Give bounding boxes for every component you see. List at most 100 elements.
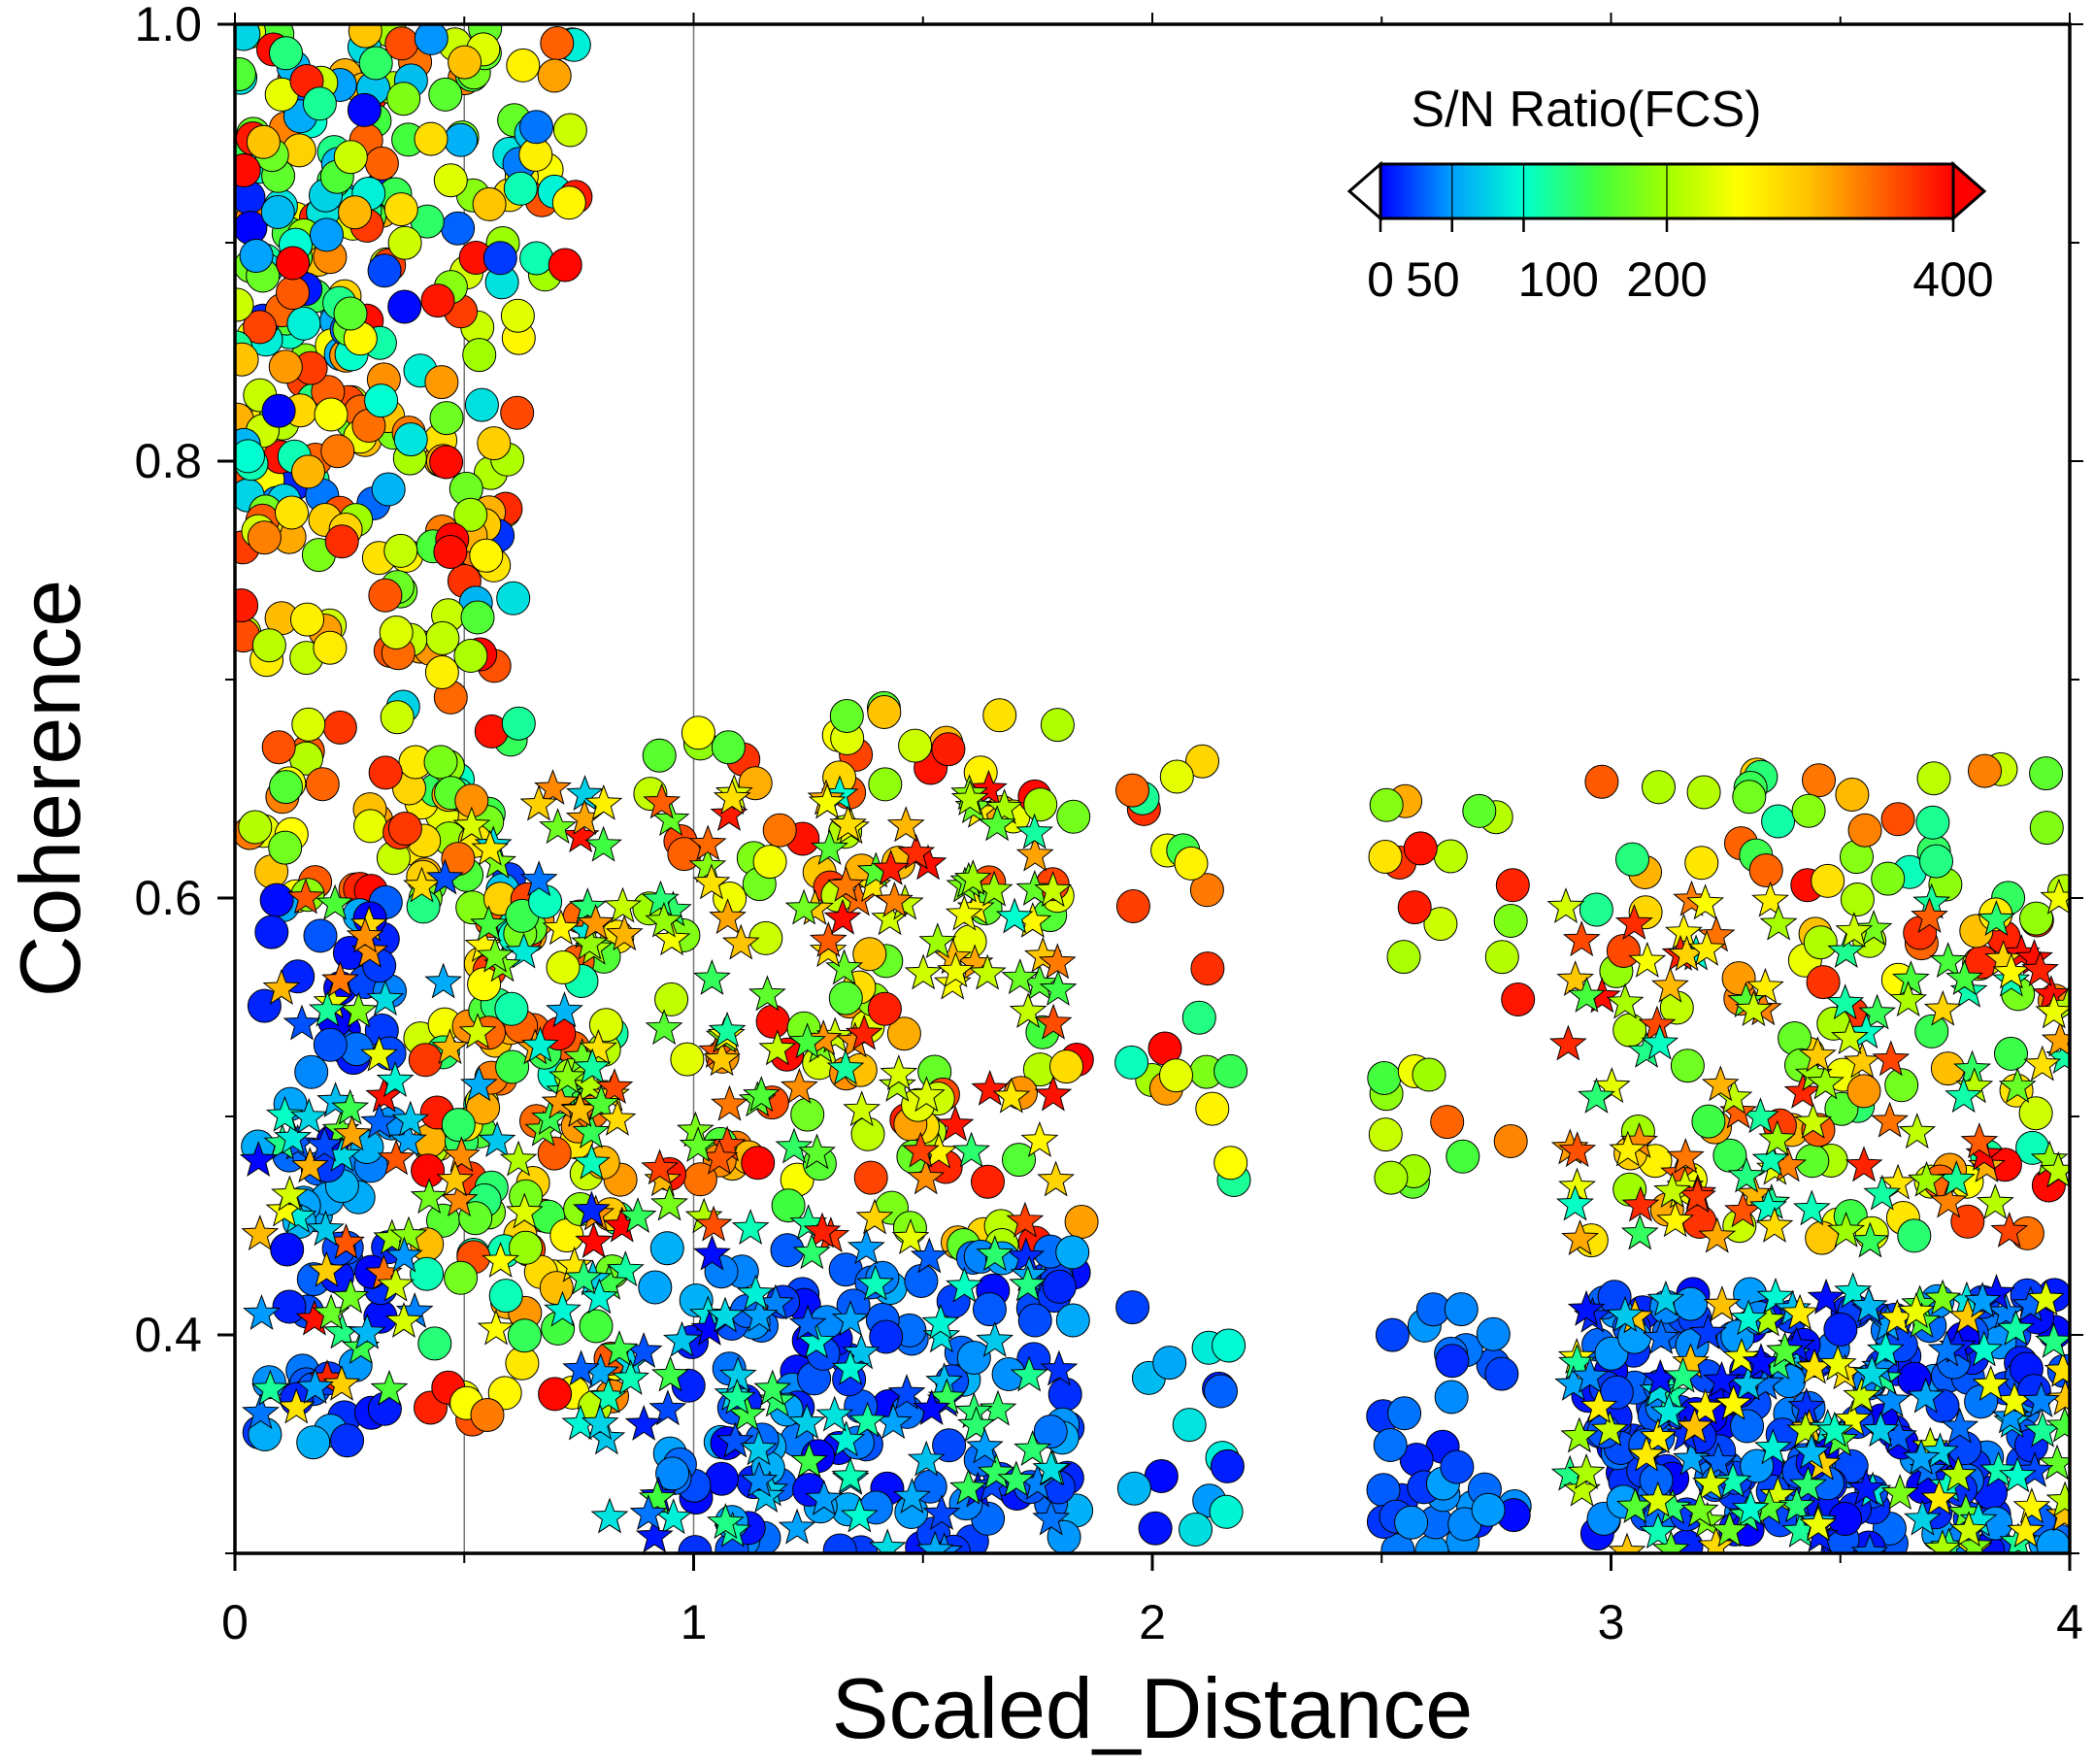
- star-point: [825, 949, 864, 985]
- circle-point: [1811, 863, 1845, 898]
- circle-point: [932, 1428, 967, 1463]
- star-point: [1742, 1343, 1780, 1380]
- star-point: [1972, 1365, 2011, 1402]
- circle-point: [386, 82, 421, 116]
- star-point: [2045, 1481, 2070, 1517]
- star-point: [731, 1209, 770, 1246]
- star-point: [1927, 1330, 1966, 1367]
- star-point: [1687, 929, 1726, 966]
- star-point: [604, 886, 642, 923]
- circle-point: [314, 397, 349, 432]
- star-point: [1792, 1189, 1831, 1226]
- circle-point: [423, 745, 458, 780]
- circle-point: [420, 283, 455, 318]
- circle-point: [1871, 861, 1906, 896]
- star-point: [1590, 1410, 1629, 1447]
- circle-point: [638, 1270, 673, 1305]
- star-point: [1873, 1381, 1911, 1417]
- circle-point: [1615, 842, 1649, 877]
- star-point: [1651, 1530, 1690, 1553]
- star-point: [431, 1028, 469, 1065]
- star-point: [482, 1241, 520, 1278]
- star-point: [907, 1158, 946, 1195]
- circle-point: [538, 1377, 573, 1412]
- star-point: [897, 833, 936, 870]
- star-point: [283, 1004, 321, 1041]
- circle-point: [671, 1368, 706, 1403]
- star-point: [679, 1126, 717, 1163]
- star-point: [377, 1139, 415, 1176]
- star-point: [577, 903, 615, 940]
- circle-point: [1210, 1448, 1245, 1483]
- star-point: [1608, 1532, 1646, 1553]
- circle-point: [495, 1049, 530, 1084]
- star-point: [1780, 1293, 1819, 1330]
- star-point: [1827, 931, 1866, 968]
- star-point: [922, 1316, 961, 1353]
- star-point: [648, 1389, 687, 1426]
- star-point: [1976, 1183, 2014, 1220]
- star-point: [950, 780, 989, 816]
- circle-point: [260, 195, 295, 229]
- star-point: [2027, 1280, 2065, 1316]
- circle-point: [1213, 1146, 1248, 1181]
- star-point: [1639, 1417, 1678, 1454]
- circle-point: [1152, 1346, 1187, 1381]
- circle-point: [303, 918, 338, 953]
- star-point: [1783, 1072, 1822, 1109]
- circle-point: [238, 810, 273, 845]
- circle-point: [681, 716, 715, 750]
- circle-point: [1914, 1014, 1949, 1048]
- star-point: [1556, 1184, 1594, 1221]
- circle-point: [1423, 907, 1458, 942]
- circle-point: [371, 472, 406, 507]
- star-point: [1649, 1392, 1688, 1429]
- star-point: [826, 1048, 865, 1085]
- circle-point: [1002, 1143, 1036, 1178]
- star-point: [843, 1090, 881, 1127]
- circle-point: [1159, 759, 1194, 794]
- circle-point: [444, 122, 479, 157]
- star-point: [1032, 1499, 1071, 1536]
- star-point: [1701, 1065, 1740, 1102]
- circle-point: [1916, 761, 1951, 796]
- circle-point: [1803, 925, 1838, 960]
- star-point: [1703, 1360, 1741, 1397]
- star-point: [1898, 1113, 1937, 1149]
- circle-point: [537, 1136, 572, 1171]
- star-point: [913, 1389, 951, 1426]
- star-point: [1627, 1435, 1666, 1472]
- circle-point: [1674, 1286, 1708, 1321]
- star-point: [1759, 904, 1798, 941]
- circle-point: [711, 730, 746, 765]
- y-axis: 0.4 0.6 0.8 1.0: [134, 0, 2083, 1554]
- star-point: [458, 1013, 497, 1049]
- star-point: [1929, 942, 1968, 979]
- star-point: [1646, 1280, 1685, 1316]
- star-point: [389, 1215, 428, 1252]
- y-tick-label: 0.4: [134, 1308, 202, 1362]
- circle-point: [1172, 1408, 1207, 1443]
- star-point: [1009, 1265, 1047, 1302]
- circle-point: [1433, 839, 1468, 874]
- circle-point: [320, 434, 355, 469]
- star-point: [1960, 1122, 1999, 1159]
- star-point: [1908, 1160, 1945, 1197]
- circle-point: [1055, 1303, 1090, 1338]
- star-point: [1979, 1450, 2017, 1487]
- star-point: [1731, 1489, 1770, 1526]
- star-point: [1889, 981, 1928, 1017]
- star-point: [803, 1212, 842, 1248]
- star-point: [277, 1387, 316, 1424]
- star-point: [1697, 1526, 1736, 1553]
- star-point: [443, 1136, 481, 1173]
- star-point: [831, 1300, 870, 1337]
- circle-point: [2029, 811, 2064, 846]
- star-point: [477, 1309, 515, 1346]
- circle-point: [642, 738, 677, 773]
- circle-point: [755, 1004, 790, 1039]
- circle-point: [235, 342, 259, 377]
- star-point: [1006, 1201, 1045, 1238]
- circle-point: [268, 830, 303, 865]
- circle-point: [1204, 1374, 1238, 1409]
